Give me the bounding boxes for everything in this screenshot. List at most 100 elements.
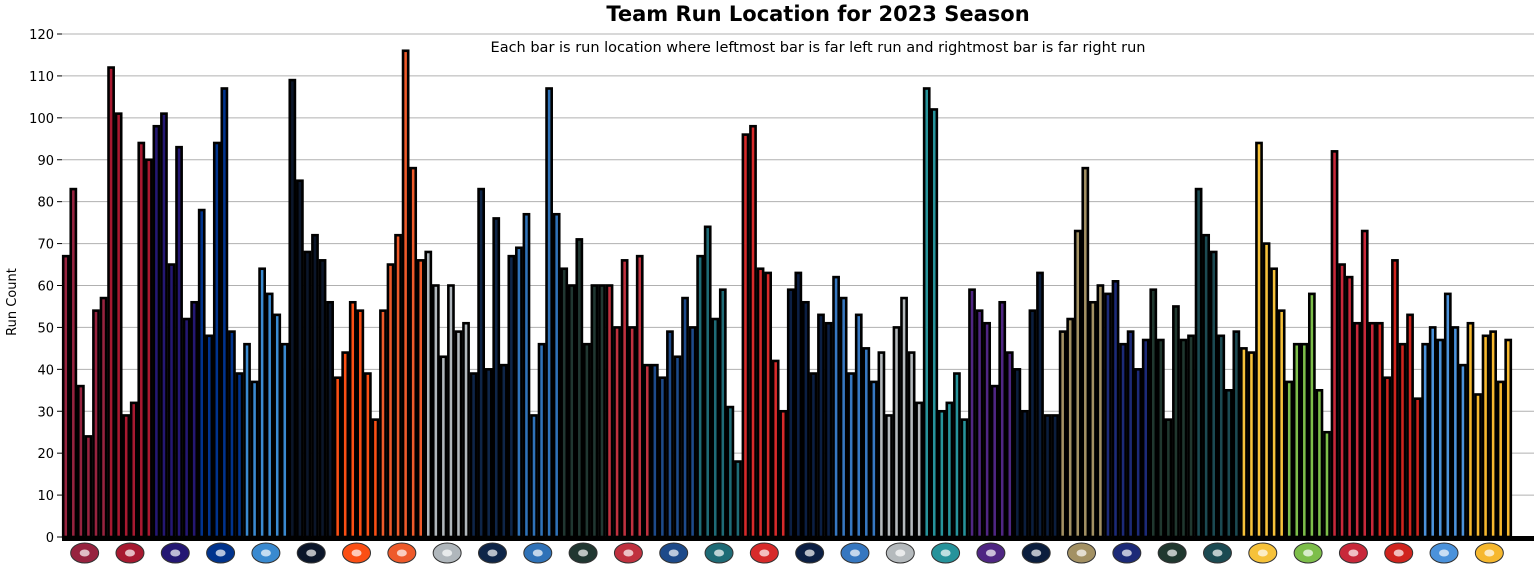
bar-buccaneers-1 xyxy=(1375,321,1384,539)
y-tick-label: 80 xyxy=(37,196,54,211)
bar-rams-6 xyxy=(824,321,833,539)
bar-lions-3 xyxy=(530,414,538,539)
bar-eagles-6 xyxy=(1232,330,1241,539)
bar-cowboys-3 xyxy=(439,355,448,539)
bar-raiders-5 xyxy=(907,351,916,539)
bar-falcons-2 xyxy=(114,112,123,539)
bar-panthers-5 xyxy=(273,313,282,539)
bar-titans-2 xyxy=(1428,326,1437,539)
y-tick-label: 50 xyxy=(37,321,54,336)
panthers-logo-icon xyxy=(251,542,281,564)
y-tick-label: 30 xyxy=(37,405,54,420)
x-axis-baseline xyxy=(62,536,1534,541)
steelers-logo-icon xyxy=(1248,542,1278,564)
bar-patriots-4 xyxy=(1036,271,1044,539)
bar-cardinals-1 xyxy=(61,254,70,539)
commanders-logo-icon xyxy=(1474,542,1504,564)
bar-seahawks-1 xyxy=(1285,380,1294,539)
bar-packers-4 xyxy=(582,342,591,539)
bar-packers-5 xyxy=(590,284,599,539)
bar-cardinals-6 xyxy=(99,296,108,539)
bar-jets-4 xyxy=(1172,305,1180,539)
bar-colts-5 xyxy=(681,296,689,539)
bar-dolphins-1 xyxy=(922,87,931,539)
bar-ravens-1 xyxy=(152,124,161,539)
bar-chiefs-1 xyxy=(741,133,750,539)
bar-chiefs-6 xyxy=(779,409,788,539)
bar-eagles-5 xyxy=(1224,388,1233,539)
bar-texans-5 xyxy=(635,254,644,539)
bar-vikings-6 xyxy=(1005,351,1014,539)
bar-raiders-4 xyxy=(900,296,908,539)
bar-bears-3 xyxy=(303,250,312,539)
bar-jaguars-3 xyxy=(711,317,720,539)
chargers-logo-icon xyxy=(840,542,870,564)
bar-jets-3 xyxy=(1164,418,1173,539)
y-tick-label: 20 xyxy=(37,447,54,462)
y-tick-label: 90 xyxy=(37,154,54,169)
bar-patriots-6 xyxy=(1051,414,1059,539)
browns-logo-icon xyxy=(387,542,417,564)
bar-ravens-2 xyxy=(160,112,168,539)
bar-steelers-5 xyxy=(1270,267,1278,539)
bar-chargers-4 xyxy=(854,313,863,539)
bar-commanders-1 xyxy=(1466,321,1475,539)
bar-giants-3 xyxy=(1119,342,1127,539)
bar-saints-4 xyxy=(1081,166,1090,539)
bills-logo-icon xyxy=(206,542,236,564)
bears-logo-icon xyxy=(296,542,326,564)
bar-steelers-4 xyxy=(1262,242,1271,539)
y-tick-label: 40 xyxy=(37,363,54,378)
bar-lions-4 xyxy=(537,342,546,539)
patriots-logo-icon xyxy=(1021,542,1051,564)
dolphins-logo-icon xyxy=(931,542,961,564)
bar-raiders-1 xyxy=(877,351,886,539)
bar-jets-2 xyxy=(1156,338,1165,539)
bar-patriots-2 xyxy=(1021,409,1029,539)
bar-titans-4 xyxy=(1443,292,1452,539)
bar-jaguars-2 xyxy=(703,225,712,539)
bar-falcons-3 xyxy=(122,414,131,539)
bar-broncos-6 xyxy=(507,254,516,539)
bar-falcons-6 xyxy=(144,158,153,539)
bar-rams-3 xyxy=(802,300,810,539)
bar-falcons-1 xyxy=(107,66,115,539)
y-axis-label: Run Count xyxy=(5,268,20,336)
bar-texans-3 xyxy=(620,259,629,539)
bengals-logo-icon xyxy=(342,542,372,564)
eagles-logo-icon xyxy=(1202,542,1232,564)
bar-eagles-4 xyxy=(1217,334,1226,539)
bar-ravens-6 xyxy=(190,300,199,539)
bar-vikings-2 xyxy=(975,309,984,539)
bar-seahawks-6 xyxy=(1323,430,1331,539)
bar-packers-2 xyxy=(567,284,576,539)
bar-jaguars-4 xyxy=(718,288,727,539)
bar-commanders-5 xyxy=(1496,380,1505,539)
bar-bengals-5 xyxy=(363,372,372,539)
bar-seahawks-3 xyxy=(1300,342,1309,539)
bar-49ers-1 xyxy=(1330,150,1339,539)
bar-buccaneers-6 xyxy=(1413,397,1422,539)
bar-bills-2 xyxy=(205,334,214,539)
broncos-logo-icon xyxy=(477,542,507,564)
bar-titans-1 xyxy=(1421,342,1430,539)
bar-bears-4 xyxy=(311,233,319,539)
bar-browns-6 xyxy=(416,259,425,539)
bar-cowboys-1 xyxy=(424,250,433,539)
giants-logo-icon xyxy=(1112,542,1142,564)
bar-bills-5 xyxy=(228,330,236,539)
bar-giants-6 xyxy=(1141,338,1150,539)
bar-seahawks-2 xyxy=(1292,342,1301,539)
bar-panthers-2 xyxy=(250,380,259,539)
bar-broncos-1 xyxy=(469,372,478,539)
cardinals-logo-icon xyxy=(70,542,100,564)
bar-jets-1 xyxy=(1149,288,1158,539)
bar-ravens-3 xyxy=(167,263,176,539)
bar-colts-4 xyxy=(673,355,682,539)
bar-bills-1 xyxy=(197,208,206,539)
bar-vikings-3 xyxy=(983,321,992,539)
bar-titans-6 xyxy=(1459,363,1467,539)
y-tick-label: 100 xyxy=(29,112,54,127)
chart-subtitle: Each bar is run location where leftmost … xyxy=(491,40,1146,56)
